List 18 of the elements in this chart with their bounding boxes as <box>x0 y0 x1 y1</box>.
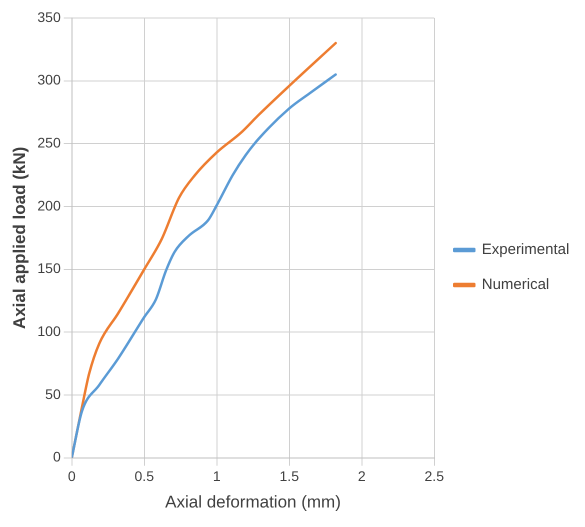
x-axis-title: Axial deformation (mm) <box>165 492 341 512</box>
x-tick-label: 2 <box>358 468 366 484</box>
y-tick-label: 50 <box>45 386 61 402</box>
y-tick-label: 150 <box>37 260 61 276</box>
x-tick-label: 1 <box>212 468 221 484</box>
y-tick-label: 350 <box>37 8 61 25</box>
x-tick-label: 0.5 <box>134 468 154 484</box>
y-tick-label: 0 <box>52 448 61 465</box>
x-tick-label: 2.5 <box>424 468 444 484</box>
y-tick-label: 250 <box>37 134 61 151</box>
y-axis-title: Axial applied load (kN) <box>10 146 29 330</box>
x-tick-label: 0 <box>68 468 76 484</box>
y-tick-label: 100 <box>37 323 61 339</box>
x-tick-label: 1.5 <box>280 468 300 484</box>
legend-label: Experimental <box>482 241 570 258</box>
legend-label: Numerical <box>482 276 550 294</box>
y-tick-label: 300 <box>37 72 61 88</box>
y-tick-label: 200 <box>37 197 61 214</box>
